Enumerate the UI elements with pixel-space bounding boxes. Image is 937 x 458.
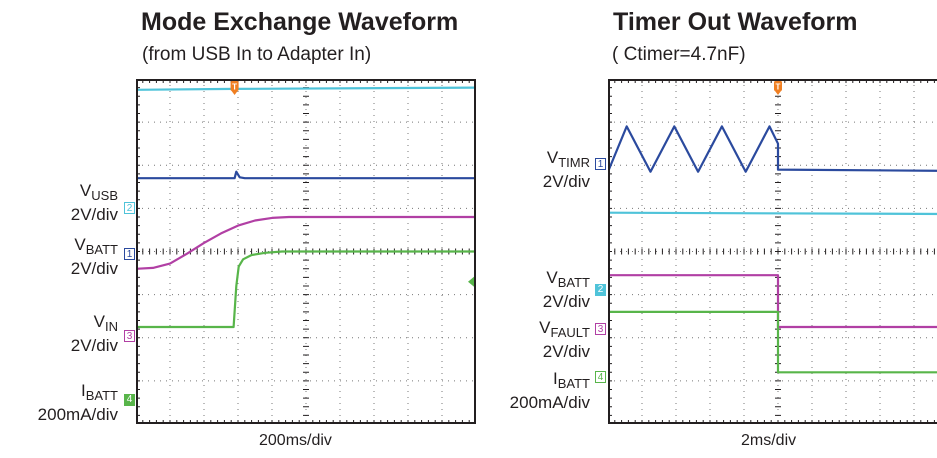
trigger-marker: T bbox=[774, 81, 782, 95]
trigger-marker: T bbox=[230, 81, 239, 95]
scope-screen: T bbox=[136, 79, 476, 424]
channel-marker: 4 bbox=[124, 394, 135, 406]
channel-name: V bbox=[546, 148, 559, 167]
channel-name-sub: BATT bbox=[557, 376, 590, 391]
trace-ch2 bbox=[608, 211, 937, 216]
chart-title: Timer Out Waveform bbox=[613, 8, 858, 36]
channel-name: V bbox=[79, 181, 92, 200]
chart-title: Mode Exchange Waveform bbox=[141, 8, 459, 36]
channel-scale: 200mA/div bbox=[509, 393, 590, 412]
trace-ch2 bbox=[136, 86, 476, 91]
channel-name: V bbox=[539, 318, 551, 337]
channel-label-vusb: VUSB 2V/div bbox=[10, 181, 118, 224]
x-axis-label: 2ms/div bbox=[741, 432, 797, 449]
channel-scale: 2V/div bbox=[542, 172, 590, 191]
channel-label-vbatt: VBATT 2V/div bbox=[490, 268, 590, 311]
channel-name-sub: TIMR bbox=[558, 155, 590, 170]
channel-marker: 2 bbox=[124, 202, 135, 214]
channel-marker: 4 bbox=[595, 371, 606, 383]
channel-label-vbatt: VBATT 2V/div bbox=[10, 235, 118, 278]
trace-ch1 bbox=[608, 125, 937, 173]
trace-ch3 bbox=[608, 274, 937, 329]
channel-marker: 1 bbox=[595, 158, 606, 170]
channel-scale: 2V/div bbox=[70, 205, 118, 224]
trace-ch1 bbox=[136, 170, 476, 180]
svg-text:T: T bbox=[232, 83, 237, 92]
channel-name-sub: BATT bbox=[85, 388, 118, 403]
channel-name: V bbox=[546, 268, 558, 287]
channel-marker: 1 bbox=[124, 248, 135, 260]
channel-scale: 2V/div bbox=[542, 342, 590, 361]
channel-marker: 3 bbox=[124, 330, 135, 342]
right-edge-marker bbox=[468, 276, 474, 287]
channel-name-sub: USB bbox=[91, 188, 118, 203]
trace-ch4 bbox=[136, 250, 476, 329]
channel-marker: 3 bbox=[595, 323, 606, 335]
channel-name-sub: IN bbox=[105, 319, 118, 334]
svg-text:T: T bbox=[776, 83, 781, 92]
scope-screen: T bbox=[608, 79, 937, 424]
scope-frame bbox=[136, 79, 476, 424]
channel-scale: 200mA/div bbox=[37, 405, 118, 424]
trace-ch3 bbox=[136, 215, 476, 270]
channel-label-vfault: VFAULT 2V/div bbox=[490, 318, 590, 361]
channel-name-sub: BATT bbox=[85, 242, 118, 257]
scope-frame bbox=[608, 79, 937, 424]
channel-scale: 2V/div bbox=[70, 336, 118, 355]
channel-name: I bbox=[553, 369, 558, 388]
channel-name-sub: BATT bbox=[557, 275, 590, 290]
channel-label-ibatt: IBATT 200mA/div bbox=[482, 369, 590, 412]
channel-marker: 2 bbox=[595, 284, 606, 296]
channel-name: I bbox=[81, 381, 86, 400]
channel-name: V bbox=[74, 235, 86, 254]
channel-name-sub: FAULT bbox=[550, 325, 591, 340]
chart-subtitle: ( Ctimer=4.7nF) bbox=[612, 44, 746, 65]
channel-name: V bbox=[93, 312, 105, 331]
chart-subtitle: (from USB In to Adapter In) bbox=[142, 44, 372, 65]
x-axis-label: 200ms/div bbox=[259, 432, 332, 449]
channel-label-ibatt: IBATT 200mA/div bbox=[6, 381, 118, 424]
channel-label-vin: VIN 2V/div bbox=[10, 312, 118, 355]
channel-scale: 2V/div bbox=[70, 259, 118, 278]
channel-scale: 2V/div bbox=[542, 292, 590, 311]
channel-label-vtimr: VTIMR 2V/div bbox=[490, 148, 590, 191]
trace-ch4 bbox=[608, 310, 937, 374]
